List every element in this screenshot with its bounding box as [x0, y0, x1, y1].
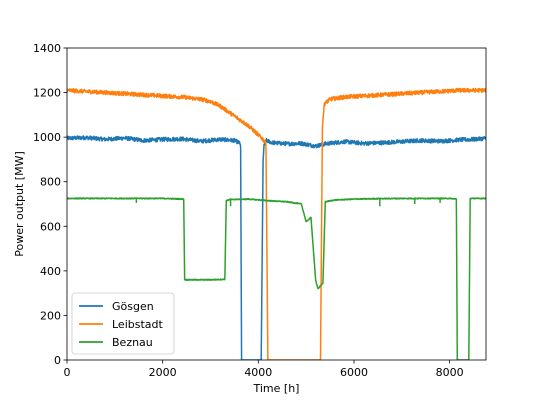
plot-frame [66, 47, 487, 361]
y-tick-label-0: 0 [54, 354, 61, 367]
axes-layer: 0 2000 4000 6000 8000 0 200 400 600 800 1000 1200 14… [33, 42, 487, 379]
y-tick-label-1: 200 [40, 309, 61, 322]
legend-box [71, 292, 175, 355]
series-line-0 [67, 135, 486, 360]
x-tick-label-0: 0 [64, 366, 71, 379]
y-tick-label-3: 600 [40, 220, 61, 233]
legend-label-1: Leibstadt [112, 318, 164, 331]
series-layer [67, 87, 486, 360]
x-axis-label: Time [h] [253, 382, 300, 395]
x-tick-label-1: 2000 [149, 366, 177, 379]
y-tick-label-2: 400 [40, 265, 61, 278]
legend: Gösgen Leibstadt Beznau [71, 292, 175, 355]
series-line-2 [67, 197, 486, 360]
y-axis-label: Power output [MW] [13, 151, 26, 256]
series-line-1 [67, 87, 486, 360]
y-tick-label-6: 1200 [33, 87, 61, 100]
x-tick-label-2: 4000 [244, 366, 272, 379]
legend-label-0: Gösgen [112, 300, 154, 313]
x-tick-label-4: 8000 [436, 366, 464, 379]
legend-label-2: Beznau [112, 336, 153, 349]
x-tick-label-3: 6000 [340, 366, 368, 379]
y-tick-label-5: 1000 [33, 131, 61, 144]
y-tick-label-4: 800 [40, 176, 61, 189]
y-tick-label-7: 1400 [33, 42, 61, 55]
